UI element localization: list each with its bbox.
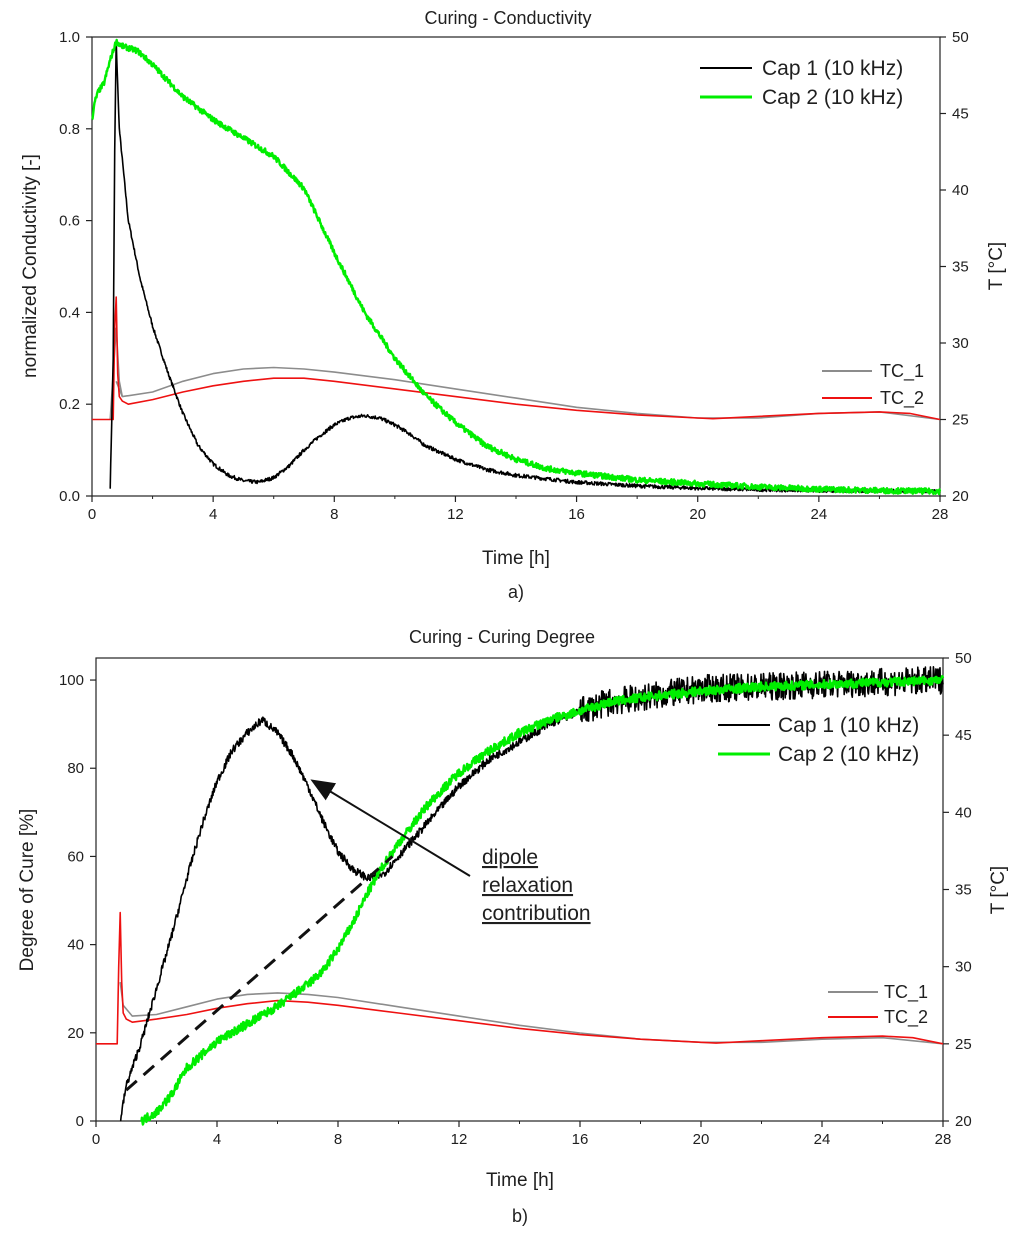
y-tick-label: 20 [67,1025,84,1042]
dashed-baseline [125,855,394,1092]
x-tick-label: 20 [689,506,706,523]
series-layer [96,666,945,1126]
chart-title: Curing - Conductivity [424,8,591,28]
legend-label-cap1: Cap 1 (10 kHz) [762,57,903,80]
series-line-tc-2 [92,296,941,421]
y2-tick-label: 50 [952,29,969,46]
y2-tick-label: 20 [955,1113,972,1130]
legend-label-cap2: Cap 2 (10 kHz) [778,743,919,766]
axis-ticks: 0 4 8 12 16 20 24 28 0 20 40 60 80 100 20 25 30 35 40 45 50 [59,650,972,1148]
x-tick-label: 24 [811,506,828,523]
x-tick-label: 12 [451,1131,468,1148]
y-tick-label: 0.4 [59,304,80,321]
chart-curing-degree: Curing - Curing Degree 0 4 8 12 16 20 24 28 0 20 4… [17,627,1009,1226]
y2-tick-label: 50 [955,650,972,667]
x-tick-label: 8 [334,1131,342,1148]
series-layer [91,38,942,496]
x-tick-label: 8 [330,506,338,523]
x-tick-label: 24 [814,1131,831,1148]
legend-secondary: TC_1 TC_2 [828,982,928,1028]
annotation-line-2: relaxation [482,874,573,897]
legend-secondary: TC_1 TC_2 [822,361,924,409]
series-line-tc-1 [115,366,941,421]
y-tick-label: 0.0 [59,488,80,505]
legend-label-cap1: Cap 1 (10 kHz) [778,714,919,737]
x-tick-label: 16 [572,1131,589,1148]
y-tick-label: 0.2 [59,396,80,413]
x-axis-label: Time [h] [482,548,550,569]
y-tick-label: 60 [67,848,84,865]
legend-label-cap2: Cap 2 (10 kHz) [762,86,903,109]
y-tick-label: 0 [76,1113,84,1130]
series-line-cap-1-10-khz [119,666,944,1122]
y2-tick-label: 30 [952,335,969,352]
x-axis-label: Time [h] [486,1170,554,1191]
chart-title: Curing - Curing Degree [409,627,595,647]
y2-tick-label: 20 [952,488,969,505]
y2-tick-label: 25 [952,412,969,429]
annotation: dipole relaxation contribution [482,846,591,925]
y2-tick-label: 40 [952,182,969,199]
series-line-tc-2 [96,911,944,1045]
y2-axis-label: T [°C] [986,242,1007,290]
y2-tick-label: 25 [955,1036,972,1053]
y2-tick-label: 35 [955,882,972,899]
caption: b) [512,1206,528,1226]
y2-tick-label: 35 [952,259,969,276]
chart-conductivity: Curing - Conductivity 0 4 8 12 16 20 24 28 0.0 0.… [20,8,1007,602]
legend-label-tc1: TC_1 [884,982,928,1003]
x-tick-label: 28 [935,1131,952,1148]
legend-label-tc1: TC_1 [880,361,924,382]
x-tick-label: 0 [92,1131,100,1148]
annotation-line-1: dipole [482,846,538,869]
annotation-arrow [310,779,471,877]
y-tick-label: 0.6 [59,213,80,230]
legend-primary: Cap 1 (10 kHz) Cap 2 (10 kHz) [700,57,903,109]
y-tick-label: 100 [59,672,84,689]
x-tick-label: 20 [693,1131,710,1148]
annotation-line-3: contribution [482,902,591,925]
caption: a) [508,582,524,602]
y2-axis-label: T [°C] [988,866,1009,914]
y2-tick-label: 30 [955,959,972,976]
legend-primary: Cap 1 (10 kHz) Cap 2 (10 kHz) [718,714,919,766]
y2-tick-label: 40 [955,804,972,821]
series-line-cap-2-10-khz [140,675,945,1126]
y-tick-label: 0.8 [59,121,80,138]
legend-label-tc2: TC_2 [884,1007,928,1028]
y-tick-label: 40 [67,937,84,954]
series-line-tc-1 [119,981,944,1045]
x-tick-label: 0 [88,506,96,523]
axis-ticks: 0 4 8 12 16 20 24 28 0.0 0.2 0.4 0.6 0.8 1.0 20 25 30 35 4… [59,29,969,523]
series-line-cap-2-10-khz [91,38,942,496]
x-tick-label: 4 [209,506,217,523]
x-tick-label: 12 [447,506,464,523]
x-tick-label: 4 [213,1131,221,1148]
y2-tick-label: 45 [952,106,969,123]
y-tick-label: 80 [67,760,84,777]
legend-label-tc2: TC_2 [880,388,924,409]
y-tick-label: 1.0 [59,29,80,46]
x-tick-label: 16 [568,506,585,523]
x-tick-label: 28 [932,506,949,523]
y-axis-label: normalized Conductivity [-] [20,154,41,378]
y-axis-label: Degree of Cure [%] [17,809,38,972]
y2-tick-label: 45 [955,727,972,744]
